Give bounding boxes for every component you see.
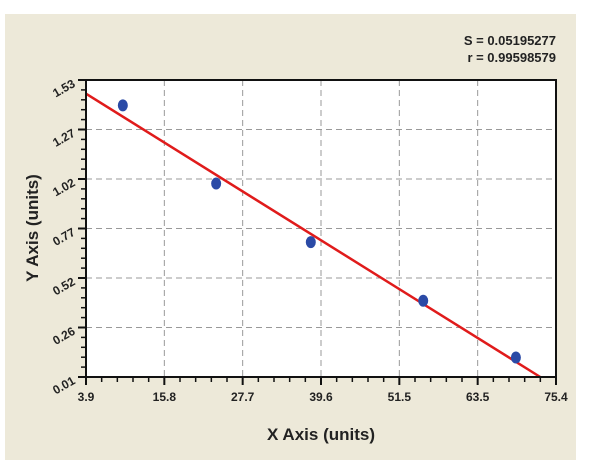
data-point	[305, 236, 316, 249]
x-tick-label: 63.5	[466, 390, 490, 404]
y-axis-label: Y Axis (units)	[23, 174, 42, 282]
x-tick-label: 75.4	[544, 390, 568, 404]
stat-r: r = 0.99598579	[467, 50, 556, 65]
stat-s: S = 0.05195277	[464, 33, 556, 48]
x-tick-label: 3.9	[78, 390, 95, 404]
x-tick-label: 27.7	[231, 390, 255, 404]
x-tick-label: 39.6	[309, 390, 333, 404]
fit-line	[85, 92, 541, 379]
data-point	[117, 99, 128, 112]
x-axis-label: X Axis (units)	[267, 425, 375, 444]
data-point	[211, 177, 222, 190]
x-tick-label: 51.5	[388, 390, 412, 404]
data-point	[510, 351, 521, 364]
x-tick-label: 15.8	[153, 390, 177, 404]
plot-frame	[85, 79, 557, 378]
data-point	[418, 294, 429, 307]
